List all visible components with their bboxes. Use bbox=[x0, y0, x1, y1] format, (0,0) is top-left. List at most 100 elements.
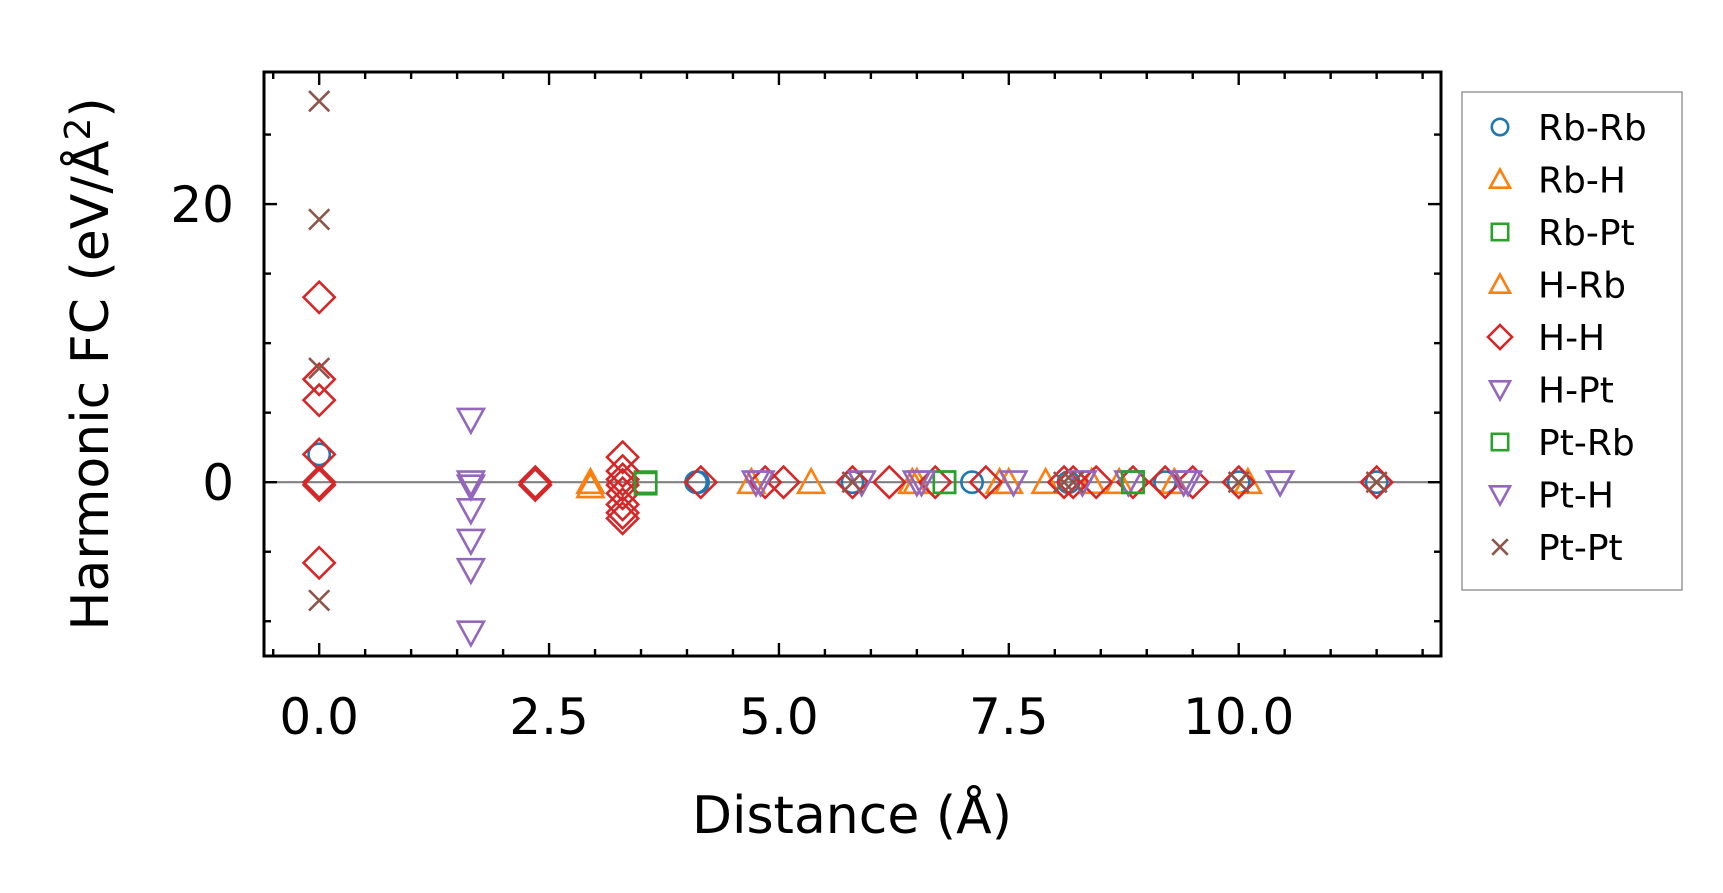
x-tick-label: 7.5 bbox=[969, 688, 1049, 746]
point-rb-rb-4 bbox=[960, 470, 984, 495]
point-pt-pt-6 bbox=[1062, 471, 1085, 494]
point-pt-rb-2 bbox=[1120, 470, 1145, 495]
series-h-h bbox=[301, 279, 1395, 581]
point-h-pt-1 bbox=[455, 470, 487, 498]
point-pt-h-2 bbox=[906, 470, 937, 498]
legend-item-rb-rb: Rb-Rb bbox=[1490, 108, 1647, 149]
point-pt-h-3 bbox=[998, 470, 1029, 498]
legend-frame bbox=[1461, 91, 1683, 591]
legend-items: Rb-Rb Rb-H Rb-Pt H-Rb H-H H-Pt Pt-Rb Pt-H Pt-Pt bbox=[1486, 108, 1647, 569]
point-pt-pt-0 bbox=[308, 90, 331, 113]
point-h-pt-3 bbox=[455, 498, 487, 526]
plot-frame bbox=[262, 70, 1443, 658]
point-rb-h-7 bbox=[1103, 466, 1135, 495]
legend-marker-h-h bbox=[1486, 323, 1514, 351]
point-h-h-6 bbox=[301, 545, 337, 581]
point-h-h-14 bbox=[605, 486, 641, 522]
point-rb-h-2 bbox=[795, 466, 827, 495]
point-h-h-17 bbox=[683, 464, 719, 500]
legend-item-rb-h: Rb-H bbox=[1487, 161, 1626, 202]
legend-marker-rb-h bbox=[1487, 166, 1513, 189]
legend-marker-rb-pt bbox=[1490, 222, 1510, 242]
point-h-h-16 bbox=[605, 500, 641, 536]
point-h-pt-5 bbox=[455, 557, 487, 586]
legend-label: Rb-Pt bbox=[1538, 213, 1635, 254]
point-h-h-22 bbox=[917, 464, 953, 500]
legend-label: Rb-Rb bbox=[1538, 108, 1647, 149]
legend-item-h-pt: H-Pt bbox=[1487, 371, 1614, 412]
point-h-h-0 bbox=[301, 279, 337, 315]
legend-marker-pt-rb bbox=[1490, 432, 1510, 452]
point-pt-h-1 bbox=[740, 470, 772, 498]
point-h-h-21 bbox=[871, 464, 907, 500]
x-tick-label: 5.0 bbox=[739, 688, 819, 746]
data-points bbox=[301, 90, 1395, 649]
legend-item-pt-h: Pt-H bbox=[1487, 476, 1614, 517]
point-h-h-23 bbox=[968, 464, 1004, 500]
point-rb-h-0 bbox=[575, 466, 606, 495]
x-axis-label: Distance (Å) bbox=[692, 784, 1012, 846]
point-h-h-11 bbox=[605, 461, 641, 497]
y-axis-label-close: ) bbox=[61, 97, 121, 117]
legend-label: Rb-H bbox=[1538, 161, 1626, 202]
point-h-h-28 bbox=[1147, 464, 1183, 500]
point-h-h-10 bbox=[605, 453, 641, 489]
y-tick-label: 20 bbox=[170, 176, 234, 234]
point-pt-pt-1 bbox=[308, 208, 331, 231]
point-h-pt-2 bbox=[455, 474, 487, 503]
point-h-rb-0 bbox=[575, 470, 606, 499]
y-axis-label: Harmonic FC (eV/Å2) bbox=[58, 97, 121, 630]
legend-label: H-Rb bbox=[1538, 266, 1626, 307]
point-h-h-26 bbox=[1078, 464, 1114, 500]
legend-item-h-rb: H-Rb bbox=[1487, 266, 1626, 307]
legend-label: H-Pt bbox=[1538, 371, 1614, 412]
point-h-pt-0 bbox=[455, 407, 487, 436]
point-h-h-8 bbox=[517, 467, 553, 503]
point-h-h-7 bbox=[517, 464, 553, 500]
x-tick-label: 0.0 bbox=[279, 688, 359, 746]
legend-label: Pt-H bbox=[1538, 476, 1614, 517]
legend-label: Pt-Rb bbox=[1538, 423, 1635, 464]
point-pt-pt-7 bbox=[1227, 471, 1250, 494]
point-h-h-25 bbox=[1055, 464, 1091, 500]
legend-label: Pt-Pt bbox=[1538, 528, 1623, 569]
point-h-h-15 bbox=[605, 495, 641, 531]
point-rb-rb-8 bbox=[1364, 470, 1389, 495]
point-h-h-29 bbox=[1175, 464, 1211, 500]
point-h-h-30 bbox=[1221, 464, 1257, 500]
y-tick-label: 0 bbox=[202, 454, 234, 512]
point-pt-rb-0 bbox=[633, 471, 658, 496]
y-axis-label-main: Harmonic FC (eV/Å bbox=[59, 140, 121, 631]
point-h-h-19 bbox=[766, 464, 801, 500]
point-pt-pt-8 bbox=[1365, 471, 1388, 494]
y-axis-label-superscript: 2 bbox=[58, 118, 99, 141]
legend-item-pt-rb: Pt-Rb bbox=[1490, 423, 1635, 464]
point-h-pt-12 bbox=[1264, 470, 1296, 498]
point-h-h-31 bbox=[1359, 464, 1395, 500]
point-h-h-4 bbox=[301, 464, 337, 500]
legend-item-pt-pt: Pt-Pt bbox=[1491, 528, 1623, 569]
x-tick-label: 2.5 bbox=[509, 688, 589, 746]
point-pt-pt-3 bbox=[308, 589, 331, 612]
point-h-h-18 bbox=[747, 464, 783, 500]
point-h-h-13 bbox=[605, 475, 641, 511]
legend-item-h-h: H-H bbox=[1486, 318, 1605, 359]
legend-marker-pt-h bbox=[1487, 484, 1513, 508]
legend: Rb-Rb Rb-H Rb-Pt H-Rb H-H H-Pt Pt-Rb Pt-H Pt-Pt bbox=[1461, 91, 1683, 591]
tick-labels: 0.0 2.5 5.0 7.5 10.0 0 20 bbox=[170, 176, 1294, 746]
legend-marker-h-pt bbox=[1487, 379, 1513, 403]
point-h-h-2 bbox=[301, 382, 337, 418]
point-pt-rb-1 bbox=[932, 470, 957, 495]
point-h-h-1 bbox=[301, 361, 337, 397]
point-rb-rb-2 bbox=[686, 470, 710, 495]
point-pt-h-5 bbox=[1168, 470, 1199, 498]
axis-ticks bbox=[264, 72, 1441, 656]
x-tick-label: 10.0 bbox=[1183, 688, 1294, 746]
legend-marker-h-rb bbox=[1487, 271, 1513, 295]
point-h-h-9 bbox=[605, 439, 641, 475]
point-h-h-24 bbox=[1046, 464, 1082, 500]
legend-label: H-H bbox=[1538, 318, 1605, 359]
point-h-pt-4 bbox=[455, 528, 487, 557]
series-pt-pt bbox=[308, 90, 1388, 612]
